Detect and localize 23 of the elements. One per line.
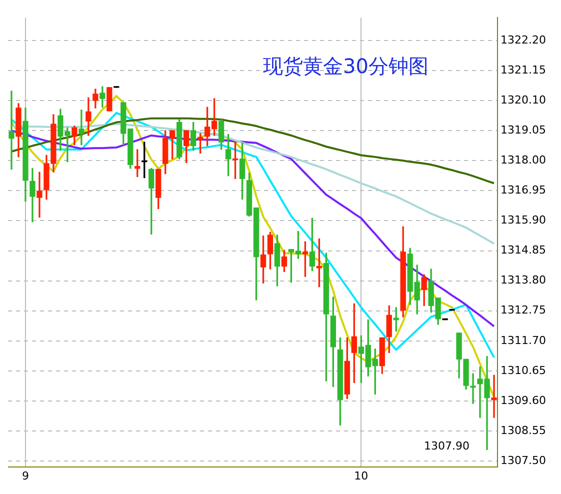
y-tick-label: 1309.60 (500, 394, 546, 407)
annotation: 1307.90 (424, 440, 470, 453)
y-tick-label: 1319.05 (500, 123, 546, 136)
x-tick-label: 10 (354, 469, 368, 482)
y-tick-label: 1322.20 (500, 33, 546, 46)
candlestick (8, 90, 14, 170)
text: 现货黄金30分钟图 (263, 54, 428, 78)
y-tick-label: 1310.65 (500, 364, 546, 377)
candlestick (78, 110, 84, 146)
y-tick-label: 1320.10 (500, 93, 546, 106)
y-tick-label: 1314.85 (500, 244, 546, 257)
y-tick-label: 1313.80 (500, 274, 546, 287)
y-tick-label: 1311.70 (500, 334, 546, 347)
y-tick-label: 1315.90 (500, 214, 546, 227)
candlestick (491, 374, 497, 418)
y-tick-label: 1307.50 (500, 454, 546, 467)
x-tick-label: 9 (22, 469, 29, 482)
y-tick-label: 1316.95 (500, 184, 546, 197)
y-tick-label: 1308.55 (500, 424, 546, 437)
candlestick (36, 172, 42, 218)
y-tick-label: 1321.15 (500, 63, 546, 76)
y-tick-label: 1312.75 (500, 304, 546, 317)
y-tick-label: 1318.00 (500, 154, 546, 167)
